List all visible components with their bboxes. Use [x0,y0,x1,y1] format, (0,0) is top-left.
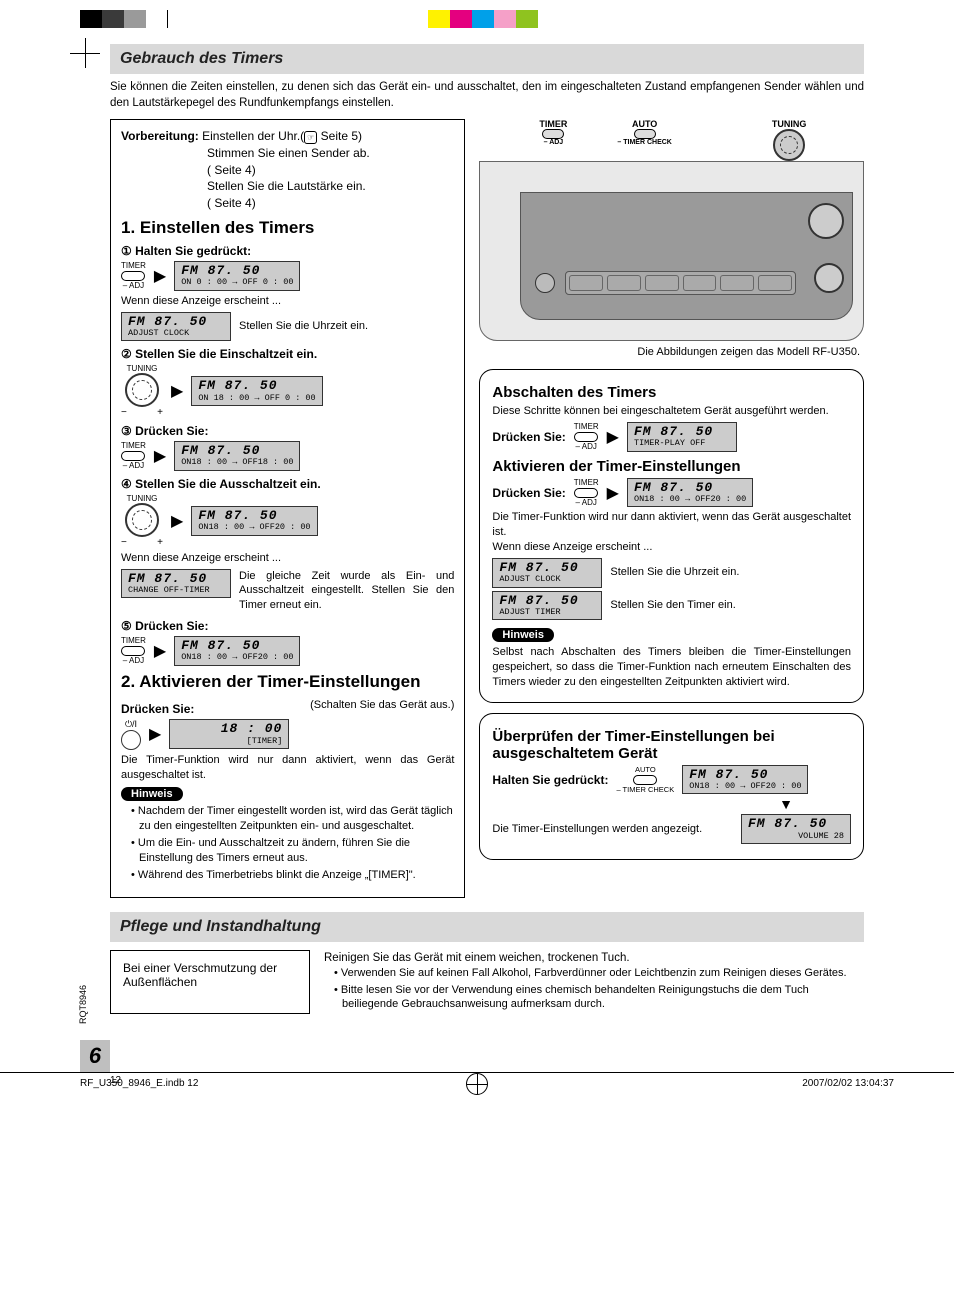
power-button-icon: ⏻/I [121,719,141,750]
hinweis-badge: Hinweis [492,628,554,642]
maintenance-text: Reinigen Sie das Gerät mit einem weichen… [324,950,864,1015]
lcd-display: 18 : 00[TIMER] [169,719,289,749]
lcd-display: FM 87. 50ON18 : 00 → OFF20 : 00 [682,765,808,795]
left-column: Vorbereitung: Einstellen der Uhr.(☞ Seit… [110,119,465,898]
section-title-timer: Gebrauch des Timers [110,44,864,74]
hint-text: Stellen Sie die Uhrzeit ein. [610,565,739,580]
hint-text: Wenn diese Anzeige erscheint ... [121,551,454,566]
timer-button-icon: TIMER– ADJ [121,262,146,290]
swatch [472,10,494,28]
timer-button-icon: TIMER– ADJ [121,442,146,470]
list-item: Nachdem der Timer eingestellt worden ist… [131,804,454,834]
lcd-display: FM 87. 50ON18 : 00 → OFF20 : 00 [627,478,753,508]
lcd-display: FM 87. 50ON18 : 00 → OFF18 : 00 [174,441,300,471]
body-text: Die Timer-Einstellungen werden angezeigt… [492,822,733,837]
list-item: Verwenden Sie auf keinen Fall Alkohol, F… [334,966,864,981]
intro-text: Sie können die Zeiten einstellen, zu den… [110,80,864,111]
heading-disable-timer: Abschalten des Timers [492,384,851,401]
timer-button-icon: TIMER– ADJ [574,423,599,451]
arrow-right-icon: ▶ [171,511,183,531]
step-1-label: ① Halten Sie gedrückt: [121,244,454,258]
body-text: Die Timer-Funktion wird nur dann aktivie… [492,510,851,540]
swatch [146,10,168,28]
body-text: Selbst nach Abschalten des Timers bleibe… [492,645,851,690]
swatch [124,10,146,28]
lcd-display: FM 87. 50ADJUST CLOCK [492,558,602,588]
lcd-display: FM 87. 50ON 18 : 00 → OFF 0 : 00 [191,376,322,406]
list-item: Bitte lesen Sie vor der Verwendung eines… [334,983,864,1013]
heading-activate-settings: Aktivieren der Timer-Einstellungen [492,458,851,475]
heading-activate-timer: 2. Aktivieren der Timer-Einstellungen [121,672,454,692]
swatch [494,10,516,28]
arrow-right-icon: ▶ [607,427,619,447]
arrow-right-icon: ▶ [154,266,166,286]
hint-text: Stellen Sie den Timer ein. [610,598,735,613]
arrow-right-icon: ▶ [154,446,166,466]
press-label: Drücken Sie: [492,486,565,500]
swatch [450,10,472,28]
hinweis-badge: Hinweis [121,787,183,801]
press-label: Drücken Sie: [121,702,194,716]
color-calibration-bar [80,10,954,28]
body-text: Diese Schritte können bei eingeschaltete… [492,404,851,419]
tuning-knob-icon: TUNING−+ [121,364,163,418]
right-box-check-timer: Überprüfen der Timer-Einstellungen bei a… [479,713,864,860]
step-4-label: ④ Stellen Sie die Ausschaltzeit ein. [121,477,454,491]
list-item: Während des Timerbetriebs blinkt die Anz… [131,868,454,883]
preparation-block: Vorbereitung: Einstellen der Uhr.(☞ Seit… [121,128,454,212]
lcd-display: FM 87. 50CHANGE OFF-TIMER [121,569,231,599]
swatch [80,10,102,28]
heading-set-timer: 1. Einstellen des Timers [121,218,454,238]
page-ref-icon: ☞ [304,131,317,144]
swatch [516,10,538,28]
footer: RF_U350_8946_E.indb 12 2007/02/02 13:04:… [0,1072,954,1094]
tuning-knob-icon: TUNING−+ [121,494,163,548]
hint-text: Stellen Sie die Uhrzeit ein. [239,319,368,334]
heading-check-timer: Überprüfen der Timer-Einstellungen bei a… [492,728,851,762]
device-illustration: TIMER– ADJ AUTO– TIMER CHECK TUNING [479,119,864,359]
document-code: RQT8946 [78,985,88,1024]
swatch [102,10,124,28]
lcd-display: FM 87. 50ADJUST TIMER [492,591,602,621]
auto-button-icon: AUTO– TIMER CHECK [616,766,674,793]
hint-text: Die gleiche Zeit wurde als Ein- und Auss… [239,569,454,614]
hint-text: Wenn diese Anzeige erscheint ... [121,294,454,309]
lcd-display: FM 87. 50ADJUST CLOCK [121,312,231,342]
activate-text: Die Timer-Funktion wird nur dann aktivie… [121,753,454,783]
list-item: Um die Ein- und Ausschaltzeit zu ändern,… [131,836,454,866]
body-text: Reinigen Sie das Gerät mit einem weichen… [324,950,864,966]
registration-mark-icon [466,1073,488,1095]
hold-label: Halten Sie gedrückt: [492,773,608,787]
arrow-right-icon: ▶ [149,724,161,744]
step-3-label: ③ Drücken Sie: [121,424,454,438]
page-number-large: 6 [80,1040,110,1072]
arrow-down-icon: ▼ [721,797,851,811]
lcd-display: FM 87. 50VOLUME 28 [741,814,851,844]
hint-text: (Schalten Sie das Gerät aus.) [310,698,454,713]
step-2-label: ② Stellen Sie die Einschaltzeit ein. [121,347,454,361]
footer-filename: RF_U350_8946_E.indb 12 [80,1078,198,1089]
press-label: Drücken Sie: [492,430,565,444]
right-box-disable-timer: Abschalten des Timers Diese Schritte kön… [479,369,864,702]
hinweis-list: Nachdem der Timer eingestellt worden ist… [121,804,454,882]
lcd-display: FM 87. 50ON18 : 00 → OFF20 : 00 [174,636,300,666]
timer-button-icon: TIMER– ADJ [574,479,599,507]
step-5-label: ⑤ Drücken Sie: [121,619,454,633]
device-caption: Die Abbildungen zeigen das Modell RF-U35… [479,345,864,359]
footer-timestamp: 2007/02/02 13:04:37 [802,1078,894,1089]
lcd-display: FM 87. 50ON18 : 00 → OFF20 : 00 [191,506,317,536]
arrow-right-icon: ▶ [154,641,166,661]
timer-button-icon: TIMER– ADJ [121,637,146,665]
swatch [428,10,450,28]
prep-label: Vorbereitung: [121,129,199,143]
hint-text: Wenn diese Anzeige erscheint ... [492,540,851,555]
maintenance-box: Bei einer Verschmutzung der Außenflächen [110,950,310,1015]
section-title-maintenance: Pflege und Instandhaltung [110,912,864,942]
arrow-right-icon: ▶ [171,381,183,401]
lcd-display: FM 87. 50TIMER-PLAY OFF [627,422,737,452]
arrow-right-icon: ▶ [607,483,619,503]
lcd-display: FM 87. 50ON 0 : 00 → OFF 0 : 00 [174,261,300,291]
